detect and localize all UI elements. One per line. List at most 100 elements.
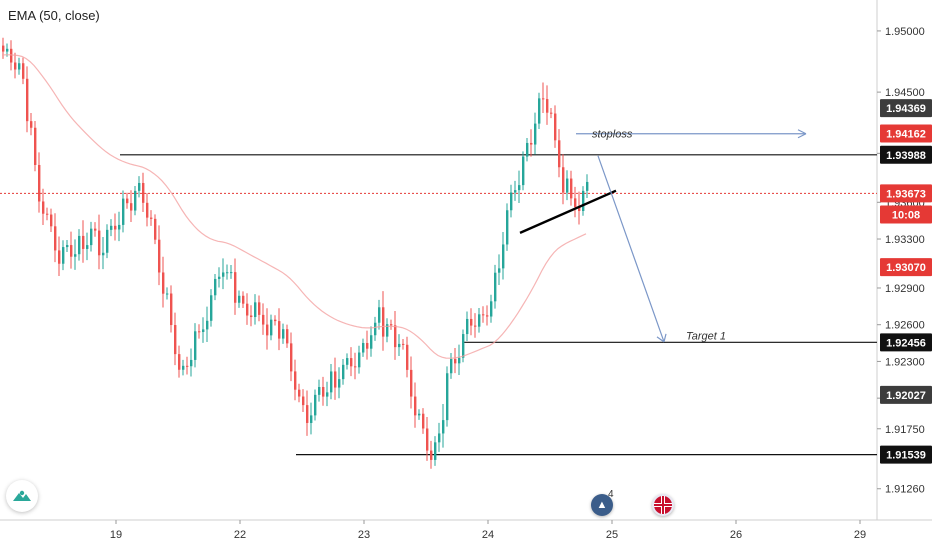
candle-body — [170, 293, 173, 326]
price-label: 1.92027 — [886, 390, 926, 402]
price-label: 1.94162 — [886, 128, 926, 140]
candle-body — [526, 142, 529, 157]
candle-body — [206, 320, 209, 330]
candle-body — [366, 342, 369, 349]
candle-body — [342, 364, 345, 380]
price-label: 1.94369 — [886, 103, 926, 115]
uk-flag-icon[interactable] — [652, 494, 674, 516]
price-label: 1.93988 — [886, 150, 926, 162]
price-label-bg — [880, 385, 932, 404]
candle-body — [246, 303, 249, 316]
price-label-bg — [880, 99, 932, 118]
candle-body — [158, 239, 161, 273]
candle-body — [294, 371, 297, 390]
candle-body — [518, 185, 521, 191]
candle-body — [162, 272, 165, 294]
candle-body — [150, 217, 153, 219]
candle-body — [522, 156, 525, 186]
candle-body — [190, 359, 193, 367]
candle-body — [146, 202, 149, 218]
price-label: 1.92456 — [886, 337, 926, 349]
candle-body — [30, 121, 33, 128]
price-label: 10:08 — [892, 210, 920, 222]
candle-body — [466, 318, 469, 335]
candle-body — [26, 78, 29, 122]
candle-body — [394, 325, 397, 348]
candle-body — [554, 113, 557, 141]
candle-body — [358, 352, 361, 368]
stoploss-arrow-head — [797, 129, 807, 139]
candle-body — [34, 127, 37, 165]
candle-body — [214, 278, 217, 296]
candle-body — [166, 293, 169, 295]
candle-body — [422, 413, 425, 429]
indicator-label[interactable]: EMA (50, close) — [8, 8, 100, 23]
candle-body — [178, 354, 181, 370]
candle-body — [70, 245, 73, 257]
candle-body — [462, 334, 465, 358]
candle-body — [2, 45, 5, 52]
price-label-bg — [880, 445, 932, 464]
price-label: 1.91539 — [886, 450, 926, 462]
candle-body — [450, 358, 453, 374]
earnings-event-icon[interactable]: ▲ — [591, 494, 613, 516]
candle-body — [338, 379, 341, 388]
candle-body — [18, 63, 21, 70]
candle-body — [434, 442, 437, 460]
price-label: 1.93070 — [886, 262, 926, 274]
candle-body — [514, 190, 517, 193]
tradingview-logo[interactable] — [6, 480, 38, 512]
candle-body — [286, 329, 289, 344]
candle-body — [406, 344, 409, 370]
candle-body — [78, 235, 81, 255]
candle-body — [42, 201, 45, 214]
time-tick-label: 23 — [358, 529, 370, 541]
time-tick-label: 24 — [482, 529, 494, 541]
candle-body — [486, 315, 489, 317]
ema-line — [1, 54, 587, 359]
candle-body — [478, 314, 481, 327]
candle-body — [322, 386, 325, 397]
candle-body — [346, 358, 349, 365]
price-tick-label: 1.93300 — [885, 234, 925, 246]
candle-body — [154, 218, 157, 240]
candle-body — [330, 371, 333, 393]
candle-body — [538, 98, 541, 124]
candle-body — [410, 369, 413, 397]
candle-body — [174, 325, 177, 355]
candle-body — [258, 302, 261, 315]
price-tick-label: 1.91260 — [885, 484, 925, 496]
candle-body — [374, 322, 377, 336]
candle-body — [498, 268, 501, 273]
candle-body — [370, 335, 373, 349]
candle-body — [306, 405, 309, 423]
candle-body — [282, 329, 285, 339]
candle-body — [454, 358, 457, 364]
trendline — [519, 189, 617, 234]
candle-body — [14, 62, 17, 70]
candle-body — [386, 324, 389, 337]
candle-body — [298, 389, 301, 397]
candle-body — [534, 123, 537, 145]
candle-body — [390, 324, 393, 326]
price-label-bg — [880, 205, 932, 224]
candle-body — [546, 99, 549, 113]
candle-body — [382, 307, 385, 337]
candle-body — [194, 331, 197, 360]
candle-body — [334, 371, 337, 388]
event-count: 4 — [608, 489, 614, 500]
candle-body — [210, 295, 213, 321]
price-label: 1.93673 — [886, 188, 926, 200]
price-tick-label: 1.95000 — [885, 26, 925, 38]
candle-body — [134, 190, 137, 211]
candle-body — [62, 247, 65, 264]
candle-body — [126, 198, 129, 204]
price-tick-label: 1.94500 — [885, 87, 925, 99]
candle-body — [250, 315, 253, 318]
candle-body — [570, 178, 573, 199]
candle-body — [446, 373, 449, 421]
candle-body — [562, 167, 565, 193]
candle-body — [574, 198, 577, 207]
